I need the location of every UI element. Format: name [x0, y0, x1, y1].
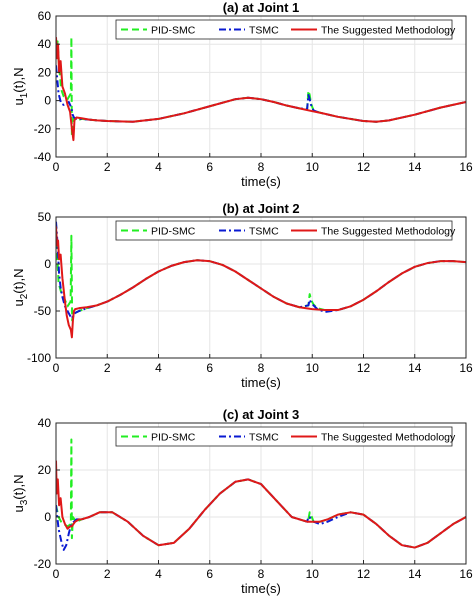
- x-tick-label: 2: [104, 160, 111, 174]
- y-tick-label: 60: [38, 9, 52, 23]
- legend-box: [115, 220, 453, 241]
- x-axis-label: time(s): [241, 174, 281, 189]
- y-axis-label: u3(t),N: [11, 474, 30, 512]
- y-tick-label: 40: [38, 416, 52, 430]
- x-tick-label: 8: [258, 567, 265, 581]
- x-tick-label: 12: [357, 567, 371, 581]
- chart-title: (b) at Joint 2: [222, 201, 299, 216]
- legend-label: PID-SMC: [151, 226, 196, 238]
- x-tick-label: 16: [459, 567, 473, 581]
- legend-label: PID-SMC: [151, 432, 196, 444]
- x-tick-label: 8: [258, 160, 265, 174]
- x-tick-label: 0: [53, 361, 60, 375]
- x-tick-label: 4: [155, 160, 162, 174]
- legend-box: [115, 19, 453, 40]
- x-tick-label: 4: [155, 567, 162, 581]
- x-axis-label: time(s): [241, 581, 281, 596]
- series-line-the-suggested-methodology: [56, 37, 466, 142]
- y-axis-label: u1(t),N: [11, 67, 30, 105]
- legend-label: PID-SMC: [151, 25, 196, 37]
- x-tick-label: 16: [459, 160, 473, 174]
- x-tick-label: 12: [357, 361, 371, 375]
- y-tick-label: -50: [34, 304, 52, 318]
- x-tick-label: 12: [357, 160, 371, 174]
- x-tick-label: 2: [104, 567, 111, 581]
- chart-title: (c) at Joint 3: [223, 407, 300, 422]
- legend-label: TSMC: [249, 226, 279, 238]
- x-tick-label: 6: [206, 361, 213, 375]
- x-tick-label: 8: [258, 361, 265, 375]
- x-tick-label: 2: [104, 361, 111, 375]
- x-tick-label: 10: [306, 361, 320, 375]
- y-tick-label: 50: [38, 210, 52, 224]
- chart-panel-1: 0 2 4 6 8 10 12 14 16 -40 -20 0 20 40 60 (a) at Joint 1…: [11, 0, 473, 189]
- y-tick-label: 40: [38, 37, 52, 51]
- x-axis-label: time(s): [241, 375, 281, 390]
- x-tick-label: 16: [459, 361, 473, 375]
- legend: PID-SMC TSMC The Suggested Methodology: [115, 19, 456, 40]
- x-tick-label: 10: [306, 160, 320, 174]
- x-tick-label: 10: [306, 567, 320, 581]
- y-tick-label: -20: [34, 557, 52, 571]
- series-line-the-suggested-methodology: [56, 226, 466, 339]
- legend-label: TSMC: [249, 432, 279, 444]
- chart-panel-2: 0 2 4 6 8 10 12 14 16 -100 -50 0 50 (b) at Joint 2 tim…: [11, 201, 473, 390]
- x-tick-label: 6: [206, 160, 213, 174]
- x-tick-label: 6: [206, 567, 213, 581]
- y-tick-label: 0: [44, 257, 51, 271]
- legend: PID-SMC TSMC The Suggested Methodology: [115, 426, 456, 447]
- legend-box: [115, 426, 453, 447]
- x-tick-label: 14: [408, 361, 422, 375]
- chart-title: (a) at Joint 1: [223, 0, 300, 15]
- y-tick-label: -100: [27, 351, 51, 365]
- y-tick-label: -20: [34, 122, 52, 136]
- legend-label: TSMC: [249, 25, 279, 37]
- y-tick-label: 0: [44, 510, 51, 524]
- legend: PID-SMC TSMC The Suggested Methodology: [115, 220, 456, 241]
- legend-label: The Suggested Methodology: [321, 226, 456, 238]
- y-tick-label: 20: [38, 65, 52, 79]
- y-tick-label: -40: [34, 150, 52, 164]
- y-tick-label: 0: [44, 94, 51, 108]
- x-tick-label: 14: [408, 160, 422, 174]
- x-tick-label: 4: [155, 361, 162, 375]
- y-tick-label: 20: [38, 463, 52, 477]
- x-tick-label: 14: [408, 567, 422, 581]
- legend-label: The Suggested Methodology: [321, 432, 456, 444]
- x-tick-label: 0: [53, 567, 60, 581]
- legend-label: The Suggested Methodology: [321, 25, 456, 37]
- y-axis-label: u2(t),N: [11, 268, 30, 306]
- x-tick-label: 0: [53, 160, 60, 174]
- series-line-the-suggested-methodology: [56, 460, 466, 549]
